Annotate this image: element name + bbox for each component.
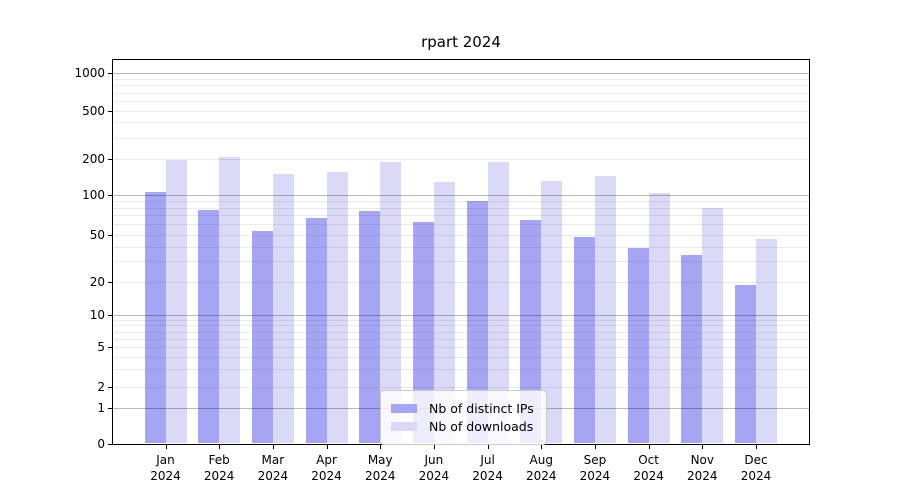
x-tick-label-sep: Sep 2024 (579, 453, 611, 483)
legend-item-downloads: Nb of downloads (391, 419, 534, 434)
bar-downloads-feb (219, 157, 241, 443)
y-tick-mark (108, 408, 112, 410)
y-tick-mark (108, 73, 112, 75)
bar-distinct-ips-may (359, 210, 381, 443)
x-tick-mark (380, 444, 382, 449)
y-tick-label-1000: 1000 (74, 66, 105, 81)
y-tick-label-200: 200 (82, 152, 105, 166)
chart-title: rpart 2024 (421, 33, 501, 51)
bar-downloads-mar (272, 174, 294, 443)
y-tick-mark (108, 110, 112, 112)
legend: Nb of distinct IPs Nb of downloads (380, 390, 547, 445)
bar-downloads-jan (165, 159, 187, 443)
bar-downloads-dec (755, 239, 777, 443)
x-tick-mark (326, 444, 328, 449)
legend-label-downloads: Nb of downloads (429, 419, 534, 434)
bars-layer (113, 60, 809, 444)
x-tick-label-jun: Jun 2024 (418, 453, 450, 483)
bar-distinct-ips-oct (627, 247, 649, 443)
bar-downloads-aug (541, 181, 563, 443)
bar-downloads-nov (702, 207, 724, 443)
x-tick-mark (487, 444, 489, 449)
legend-item-distinct-ips: Nb of distinct IPs (391, 401, 534, 416)
legend-swatch-downloads (391, 422, 417, 431)
bar-downloads-jun (433, 181, 455, 443)
x-tick-label-jan: Jan 2024 (150, 453, 181, 483)
x-tick-mark (219, 444, 221, 449)
x-tick-label-nov: Nov 2024 (687, 453, 718, 483)
x-tick-mark (755, 444, 758, 449)
y-tick-label-0: 0 (97, 437, 105, 451)
bar-distinct-ips-jan (144, 192, 166, 443)
x-tick-mark (648, 444, 650, 449)
bar-downloads-sep (594, 176, 616, 443)
y-tick-mark (108, 194, 112, 196)
plot-area: Nb of distinct IPs Nb of downloads (112, 59, 810, 445)
legend-label-distinct-ips: Nb of distinct IPs (429, 401, 534, 416)
x-tick-label-aug: Aug 2024 (525, 453, 557, 483)
y-tick-mark (108, 347, 112, 349)
y-tick-label-2: 2 (97, 379, 105, 394)
y-tick-label-100: 100 (82, 187, 105, 202)
bar-distinct-ips-jun (412, 222, 434, 443)
bar-distinct-ips-sep (573, 237, 595, 443)
x-tick-label-dec: Dec 2024 (740, 453, 772, 483)
bar-distinct-ips-apr (305, 217, 327, 443)
y-tick-label-50: 50 (89, 228, 105, 242)
x-tick-label-mar: Mar 2024 (257, 453, 289, 483)
y-tick-label-5: 5 (97, 340, 105, 355)
y-tick-mark (108, 315, 112, 317)
x-tick-label-may: May 2024 (364, 453, 396, 483)
bar-distinct-ips-mar (251, 230, 273, 443)
y-tick-mark (108, 386, 112, 388)
x-tick-mark (272, 444, 275, 449)
legend-swatch-distinct-ips (391, 404, 417, 413)
y-tick-mark (108, 282, 112, 284)
bar-distinct-ips-aug (520, 219, 542, 443)
bar-distinct-ips-nov (681, 254, 703, 443)
y-tick-label-1: 1 (97, 401, 105, 416)
bar-distinct-ips-feb (198, 209, 220, 443)
bar-downloads-oct (648, 192, 670, 443)
x-tick-label-oct: Oct 2024 (633, 453, 664, 483)
x-tick-label-feb: Feb 2024 (203, 453, 235, 483)
bar-distinct-ips-dec (734, 284, 756, 443)
y-tick-label-20: 20 (89, 275, 105, 290)
y-tick-mark (108, 159, 112, 161)
x-tick-mark (702, 444, 704, 449)
y-tick-label-10: 10 (89, 308, 105, 322)
bar-downloads-apr (326, 172, 348, 443)
x-tick-label-jul: Jul 2024 (472, 453, 503, 483)
x-tick-mark (541, 444, 543, 449)
x-tick-mark (433, 444, 436, 449)
bar-downloads-may (380, 161, 402, 443)
bar-distinct-ips-jul (466, 201, 488, 443)
x-tick-label-apr: Apr 2024 (311, 453, 342, 483)
x-tick-mark (594, 444, 597, 449)
y-tick-label-500: 500 (82, 103, 105, 118)
y-tick-mark (108, 235, 112, 237)
x-tick-mark (165, 444, 167, 449)
y-tick-mark (108, 444, 112, 446)
bar-downloads-jul (487, 161, 509, 443)
